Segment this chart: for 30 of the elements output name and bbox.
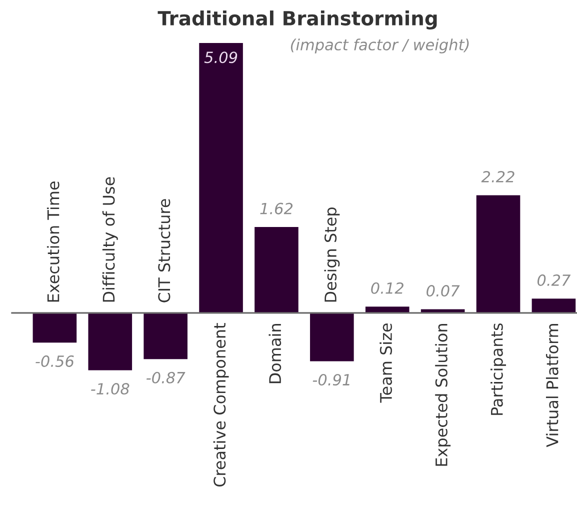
x-tick-label: CIT Structure: [158, 199, 170, 302]
data-label: 0.12: [371, 282, 404, 294]
x-tick-label: Expected Solution: [435, 324, 451, 466]
data-label: 2.22: [481, 170, 514, 182]
data-label: 5.09: [204, 52, 238, 64]
bar: [476, 195, 520, 313]
x-tick-label: Difficulty of Use: [102, 177, 118, 302]
data-label: -0.56: [36, 355, 74, 367]
bar: [88, 312, 132, 370]
data-label: 1.62: [260, 202, 293, 214]
x-tick-label: Design Step: [324, 208, 340, 302]
bar: [32, 312, 77, 343]
x-tick-label: Domain: [268, 324, 282, 384]
data-label: 0.07: [426, 284, 460, 297]
bar: [532, 298, 576, 313]
data-label: 0.27: [537, 274, 571, 286]
bar: [144, 312, 188, 360]
bar: [310, 312, 354, 362]
x-tick-label: Creative Component: [213, 323, 229, 487]
bar: [254, 227, 298, 313]
data-label: -0.91: [312, 374, 350, 386]
chart-title: Traditional Brainstorming: [158, 10, 437, 30]
chart-subtitle: (impact factor / weight): [290, 38, 469, 54]
bar: [199, 43, 243, 313]
x-tick-label: Virtual Platform: [546, 324, 558, 448]
data-label: -0.87: [146, 372, 186, 384]
x-tick-label: Execution Time: [46, 182, 60, 302]
x-tick-label: Participants: [490, 323, 506, 415]
x-tick-label: Team Size: [380, 324, 392, 403]
data-label: -1.08: [91, 382, 130, 395]
